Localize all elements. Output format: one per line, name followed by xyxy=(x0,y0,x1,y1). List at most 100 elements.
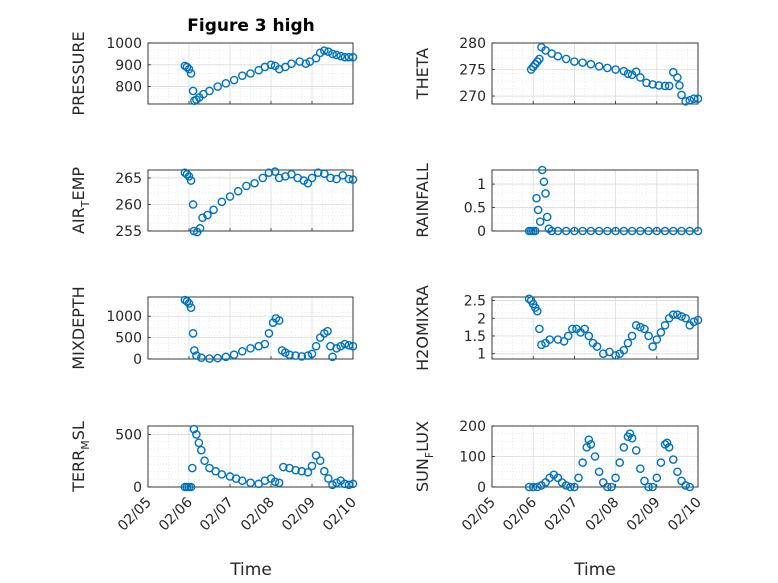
data-point xyxy=(307,349,317,359)
data-point xyxy=(619,226,629,236)
data-point xyxy=(693,226,703,236)
data-point xyxy=(348,175,358,184)
data-point xyxy=(656,458,666,467)
x-tick-label: 02/07 xyxy=(197,495,237,535)
subplot-8: 0 100 200 SUNFLUX 02/05 02/06 02/07 02/08 02/09 0… xyxy=(413,419,705,534)
data-point xyxy=(656,328,666,337)
data-point xyxy=(539,177,549,187)
data-point xyxy=(636,226,645,236)
data-point xyxy=(537,340,546,350)
data-point xyxy=(636,464,645,474)
data-point xyxy=(677,90,686,100)
y-tick-label: 0 xyxy=(477,480,486,496)
x-tick-label: 02/09 xyxy=(279,495,319,535)
data-point xyxy=(237,347,247,356)
x-tick-label: 02/05 xyxy=(459,495,499,535)
y-tick-label: 0 xyxy=(477,224,486,240)
y-label-subscript: F xyxy=(423,452,436,458)
data-point xyxy=(553,226,563,236)
data-point xyxy=(264,168,274,177)
data-point xyxy=(627,433,637,443)
data-point xyxy=(237,476,247,485)
data-point xyxy=(530,226,540,236)
data-point xyxy=(578,58,587,67)
y-tick-label: 800 xyxy=(115,80,142,96)
y-axis-label: THETA xyxy=(413,48,432,100)
data-point xyxy=(258,173,268,183)
y-tick-label: 275 xyxy=(459,63,486,79)
data-point xyxy=(673,310,682,320)
x-tick-label: 02/05 xyxy=(115,495,155,535)
data-point xyxy=(297,466,307,476)
data-point xyxy=(619,443,629,452)
data-point xyxy=(681,97,690,106)
data-point xyxy=(592,342,602,351)
data-point xyxy=(225,192,235,201)
data-point xyxy=(644,331,653,341)
data-point xyxy=(287,169,296,179)
data-point xyxy=(311,451,321,460)
y-tick-label: 500 xyxy=(115,427,142,443)
y-tick-label: 0 xyxy=(133,352,142,368)
data-point xyxy=(603,63,612,73)
data-point xyxy=(537,165,547,175)
y-tick-label: 1000 xyxy=(106,309,142,325)
data-point xyxy=(673,73,682,82)
data-point xyxy=(615,458,625,467)
data-point xyxy=(348,479,358,489)
data-point xyxy=(611,226,620,236)
data-point xyxy=(623,69,633,79)
y-tick-label: 270 xyxy=(459,89,486,105)
data-point xyxy=(203,210,212,220)
data-point xyxy=(336,51,346,61)
y-axis-label: RAINFALL xyxy=(413,163,432,238)
data-point xyxy=(668,455,678,464)
data-point xyxy=(278,462,288,472)
data-point xyxy=(205,86,214,96)
y-tick-label: 1000 xyxy=(106,36,142,52)
data-point xyxy=(631,321,641,330)
subplot-2: 270 275 280 THETA xyxy=(413,36,703,106)
data-point xyxy=(574,473,583,483)
data-point xyxy=(565,482,575,492)
data-point xyxy=(274,316,284,325)
data-point xyxy=(584,435,594,445)
data-point xyxy=(328,480,337,490)
data-point xyxy=(221,352,231,362)
data-point xyxy=(242,181,251,191)
y-tick-label: 2 xyxy=(477,311,486,327)
data-point xyxy=(250,178,259,188)
data-point xyxy=(590,452,600,461)
data-point xyxy=(186,176,196,185)
x-axis-label-left: Time xyxy=(229,560,272,580)
data-point xyxy=(324,47,333,57)
y-tick-label: 265 xyxy=(115,171,142,187)
data-point xyxy=(209,205,218,215)
data-point xyxy=(348,341,358,351)
data-point xyxy=(668,226,678,236)
data-point xyxy=(336,341,346,351)
data-point xyxy=(182,62,192,72)
data-point xyxy=(270,477,280,487)
data-point xyxy=(693,94,703,103)
data-point xyxy=(652,335,662,344)
x-tick-label: 02/07 xyxy=(541,495,581,535)
data-point xyxy=(648,482,657,492)
data-point xyxy=(184,299,194,308)
data-point xyxy=(229,350,239,360)
subplot-6: 1 1.5 22.5 H2OMIXRA xyxy=(413,285,703,371)
y-label-part: AIR xyxy=(69,207,88,234)
data-point xyxy=(332,50,341,60)
data-point xyxy=(644,226,653,236)
y-label-subscript: T xyxy=(79,200,92,208)
data-point xyxy=(246,344,255,353)
y-tick-label: 500 xyxy=(115,331,142,347)
data-point xyxy=(184,64,194,74)
data-point xyxy=(627,226,637,236)
data-point xyxy=(535,54,544,64)
data-point xyxy=(662,438,672,448)
y-tick-label: 2.5 xyxy=(464,294,486,310)
data-point xyxy=(533,482,542,492)
y-tick-label: 100 xyxy=(459,450,486,466)
